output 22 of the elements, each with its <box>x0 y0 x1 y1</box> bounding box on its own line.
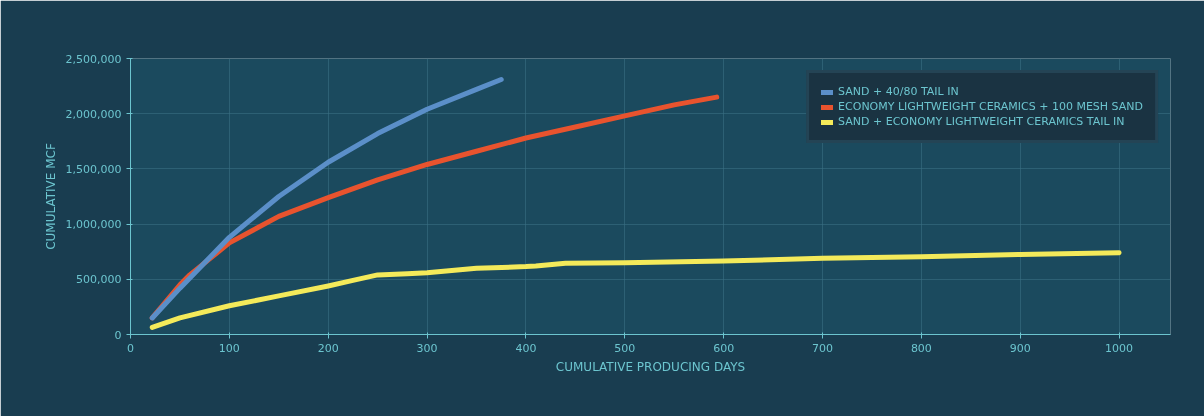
legend-label: ECONOMY LIGHTWEIGHT CERAMICS + 100 MESH SAND <box>838 100 1143 113</box>
y-tick-label: 2,000,000 <box>65 107 122 121</box>
legend-label: SAND + 40/80 TAIL IN <box>838 85 959 98</box>
x-tick-label: 800 <box>910 341 932 355</box>
y-tick-label: 0 <box>114 328 122 342</box>
y-tick-label: 500,000 <box>76 273 122 287</box>
x-tick-label: 600 <box>713 341 735 355</box>
x-tick-label: 500 <box>614 341 636 355</box>
x-tick-label: 200 <box>317 341 339 355</box>
x-tick-label: 700 <box>812 341 834 355</box>
x-tick-label: 300 <box>416 341 438 355</box>
y-axis-title: CUMULATIVE MCF <box>43 143 58 250</box>
x-tick-label: 100 <box>218 341 240 355</box>
x-tick-label: 0 <box>127 341 134 355</box>
y-tick-label: 2,500,000 <box>65 52 122 66</box>
x-tick-label: 400 <box>515 341 537 355</box>
x-tick-label: 900 <box>1009 341 1031 355</box>
x-tick-label: 1000 <box>1105 341 1134 355</box>
y-tick-label: 1,500,000 <box>65 162 122 176</box>
y-tick-label: 1,000,000 <box>65 218 122 232</box>
legend-label: SAND + ECONOMY LIGHTWEIGHT CERAMICS TAIL IN <box>838 115 1125 128</box>
x-axis-title: CUMULATIVE PRODUCING DAYS <box>555 359 746 374</box>
